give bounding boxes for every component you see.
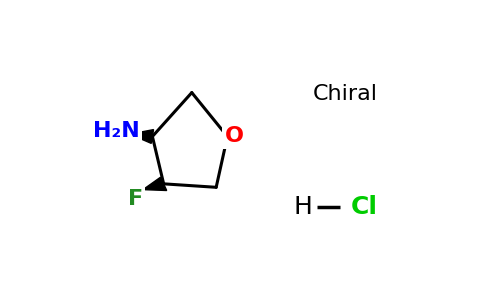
Polygon shape: [143, 177, 166, 190]
Polygon shape: [130, 130, 153, 143]
Text: Chiral: Chiral: [313, 84, 378, 104]
Text: Cl: Cl: [351, 195, 378, 219]
Text: F: F: [128, 189, 143, 209]
Text: O: O: [225, 127, 243, 146]
Text: H₂N: H₂N: [93, 121, 140, 141]
Text: H: H: [293, 195, 312, 219]
